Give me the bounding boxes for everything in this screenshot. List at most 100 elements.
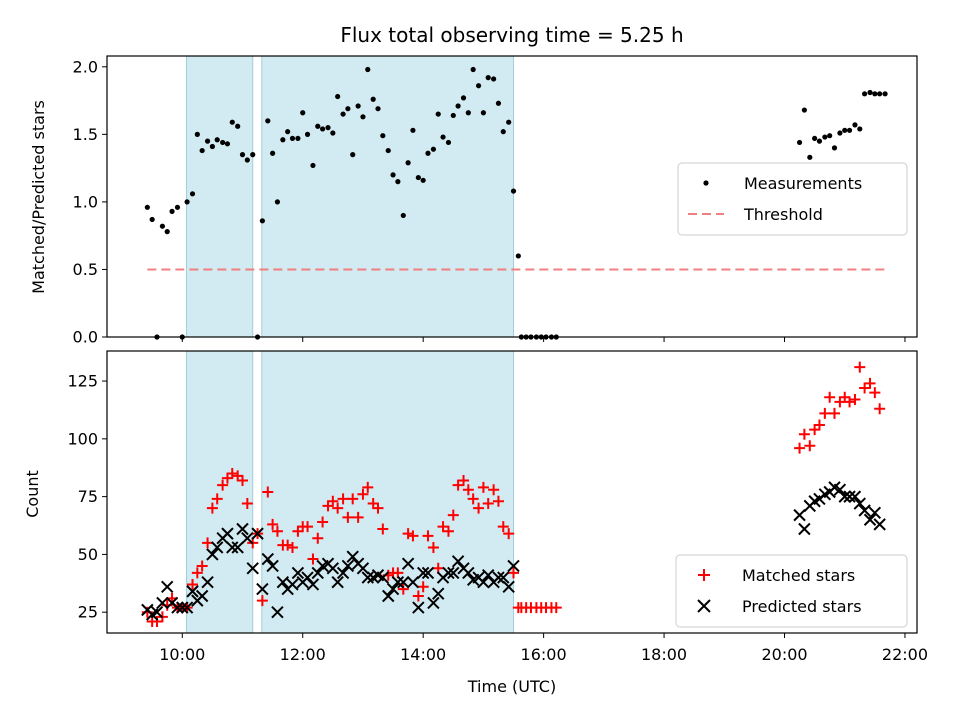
x-tick-label: 22:00 [882,645,928,664]
matched-star-point [191,567,203,579]
count-panel: 25 50 75 100 125 10:00 12:00 14:00 16:00 18:00 20:… [67,350,928,664]
predicted-star-point [421,566,435,580]
measurement-point [239,152,246,158]
matched-star-point [372,502,384,514]
predicted-star-point [326,562,340,575]
measurement-point [289,135,296,142]
matched-star-point [307,553,319,565]
predicted-star-point [451,555,465,568]
predicted-star-point [356,562,370,575]
y-tick-label: 75 [78,487,98,506]
predicted-star-point [502,580,515,593]
matched-star-point [417,581,429,593]
predicted-star-point [256,582,269,596]
x-tick-label: 20:00 [761,645,807,664]
matched-star-point [864,377,876,389]
predicted-star-point [201,575,214,589]
measurement-point [390,172,396,178]
matched-star-point [828,407,840,419]
measurement-point [822,134,828,140]
measurement-point [259,218,265,224]
matched-star-point [844,396,856,408]
measurement-point [280,137,286,143]
measurement-point [425,150,431,156]
predicted-star-point [241,532,254,545]
measurement-point [405,160,411,166]
matched-star-point [286,541,298,553]
matched-star-point [317,516,329,528]
measurement-point [209,143,215,150]
predicted-star-point [341,559,355,573]
measurement-point [370,96,376,102]
matched-star-point [377,523,389,535]
predicted-star-point [427,596,440,610]
measurement-point [882,91,888,97]
x-tick-label: 18:00 [641,645,687,664]
predicted-star-point [477,575,490,589]
measurement-point [169,208,175,214]
measurement-point [220,139,226,146]
measurement-point [395,179,401,185]
predicted-star-point [286,578,299,591]
shaded-interval [261,55,515,338]
matched-star-point [237,474,249,486]
matched-star-point [458,474,470,486]
x-tick-label: 12:00 [280,645,326,664]
measurement-point [335,93,341,100]
shaded-interval [185,55,254,338]
predicted-star-point [331,575,344,589]
predicted-star-point [848,490,862,503]
matched-star-point [869,387,881,399]
predicted-star-point [206,548,219,561]
measurement-point [224,141,231,147]
predicted-star-point [195,589,209,603]
predicted-star-point [291,566,305,580]
measurement-point [812,135,818,142]
matched-star-point [497,521,509,533]
measurement-point [852,122,858,128]
legend-label: Measurements [744,174,862,193]
matched-star-point [271,525,283,537]
matched-star-point [327,495,339,507]
measurement-point [330,130,336,136]
measurement-point [149,216,155,223]
y-tick-label: 125 [67,372,98,391]
predicted-star-point [246,562,259,575]
y-tick-label: 1.0 [73,192,98,211]
legend-marker-predicted [697,599,711,613]
measurement-point [315,123,321,129]
predicted-star-point [180,601,194,614]
measurement-point [159,223,166,229]
measurement-point [295,135,301,142]
matched-star-point [503,528,515,540]
matched-star-point [447,509,459,521]
measurement-point [470,66,476,73]
measurement-point [867,89,873,96]
matched-star-point [342,511,354,523]
predicted-star-point [150,605,164,619]
measurement-point [440,134,446,140]
predicted-star-point [261,552,275,566]
y-tick-label: 100 [67,429,98,448]
legend-label: Threshold [743,205,823,224]
matched-star-point [798,428,810,440]
predicted-star-point [412,601,425,614]
measurement-point [801,107,807,113]
measurement-point [842,127,848,133]
predicted-star-point [186,585,199,598]
matched-star-point [874,403,886,415]
matched-star-point [217,479,229,491]
matched-star-point [256,595,268,607]
measurement-point [796,139,803,146]
matched-star-point [824,391,836,403]
measurement-point [345,106,351,112]
measurement-point [365,66,371,73]
axes-frame [106,350,918,634]
predicted-star-point [161,580,174,593]
measurement-point [400,212,406,219]
predicted-star-point [211,541,224,554]
predicted-star-point [873,518,886,531]
measurement-point [250,152,256,158]
measurement-point [319,126,326,132]
measurement-point [385,147,391,154]
